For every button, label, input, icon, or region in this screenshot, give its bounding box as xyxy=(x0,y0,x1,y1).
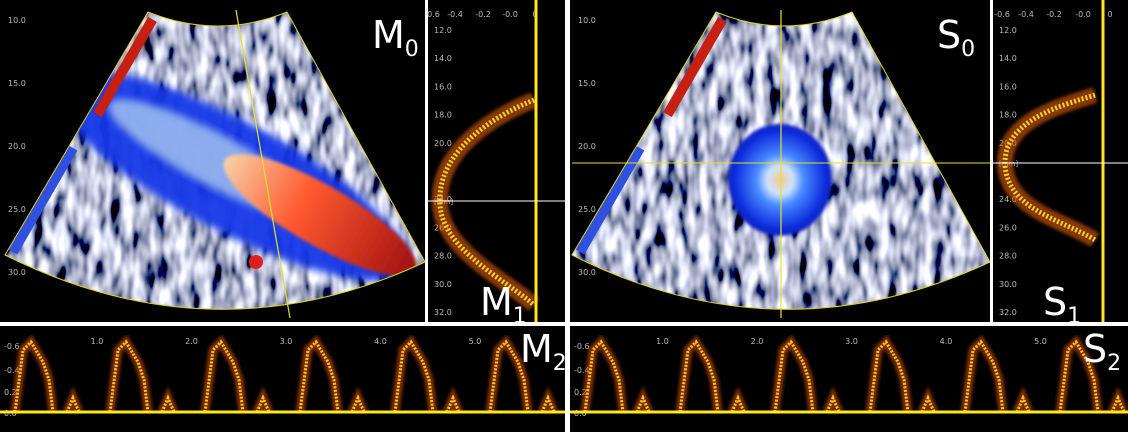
profile-y-tick-label: 12.0 xyxy=(999,26,1017,35)
color-bar-blue xyxy=(8,145,78,255)
panel-label-letter: M xyxy=(520,327,553,371)
panel-label: M0 xyxy=(372,13,419,62)
profile-y-tick-label: 18.0 xyxy=(434,111,452,120)
panel-label: M2 xyxy=(520,327,567,376)
velocity-profile-core xyxy=(1002,92,1097,243)
profile-y-tick-label: 20.0 xyxy=(434,139,452,148)
profile-x-tick-label: -0.0 xyxy=(502,10,518,19)
panel-label: S0 xyxy=(937,13,975,62)
panel-label-letter: M xyxy=(372,13,405,57)
time-tick-label: 1.0 xyxy=(91,337,104,346)
velocity-tick-label: -0.4 xyxy=(4,366,20,375)
time-tick-label: 4.0 xyxy=(374,337,387,346)
depth-tick-label: 30.0 xyxy=(8,268,26,277)
time-tick-label: 3.0 xyxy=(280,337,293,346)
profile-y-tick-label: 30.0 xyxy=(999,280,1017,289)
depth-tick-label: 20.0 xyxy=(578,142,596,151)
spectrum-core xyxy=(13,339,556,413)
profile-y-tick-label: 14.0 xyxy=(434,54,452,63)
profile-y-tick-label: 16.0 xyxy=(434,82,452,91)
profile-y-tick-label: 32.0 xyxy=(434,308,452,317)
panel-label-letter: S xyxy=(937,13,961,57)
panel-label-subscript: 2 xyxy=(1107,351,1121,376)
flow-blob xyxy=(728,124,832,236)
time-tick-label: 5.0 xyxy=(469,337,482,346)
profile-y-tick-label: 30.0 xyxy=(434,280,452,289)
panel-label-subscript: 0 xyxy=(961,37,975,62)
depth-tick-label: 20.0 xyxy=(8,142,26,151)
time-tick-label: 2.0 xyxy=(751,337,764,346)
velocity-tick-label: -0.6 xyxy=(4,342,20,351)
velocity-tick-label: -0.6 xyxy=(574,342,590,351)
profile-x-tick-label: -0.4 xyxy=(1018,10,1034,19)
time-tick-label: 2.0 xyxy=(185,337,198,346)
time-tick-label: 3.0 xyxy=(845,337,858,346)
velocity-profile xyxy=(431,92,540,312)
spectrum-panel xyxy=(0,326,565,432)
velocity-tick-label: -0.4 xyxy=(574,366,590,375)
depth-tick-label: 30.0 xyxy=(578,268,596,277)
profile-x-tick-label: -0.4 xyxy=(447,10,463,19)
profile-y-tick-label: 28.0 xyxy=(999,252,1017,261)
depth-tick-label: 10.0 xyxy=(8,16,26,25)
sector-outline xyxy=(571,11,991,310)
flow-red xyxy=(223,154,417,276)
velocity-tick-label: 0.2 xyxy=(4,388,17,397)
panel-label-subscript: 1 xyxy=(513,304,527,329)
profile-x-tick-label: 0 xyxy=(1107,10,1112,19)
panel-label-letter: S xyxy=(1043,280,1067,324)
depth-tick-label: 25.0 xyxy=(578,205,596,214)
profile-y-tick-label: 26.0 xyxy=(999,223,1017,232)
panel-label-letter: M xyxy=(480,280,513,324)
profile-x-tick-label: -0.6 xyxy=(424,10,440,19)
profile-x-tick-label: -0.2 xyxy=(475,10,491,19)
depth-tick-label: 10.0 xyxy=(578,16,596,25)
spectrum-core xyxy=(583,339,1126,413)
profile-x-tick-label: -0.6 xyxy=(994,10,1010,19)
time-tick-label: 4.0 xyxy=(940,337,953,346)
color-bar-red xyxy=(93,16,157,118)
color-bar-blue xyxy=(575,145,645,255)
panel-label: S2 xyxy=(1083,327,1121,376)
spectrum-panel xyxy=(570,326,1128,432)
panel-label-subscript: 1 xyxy=(1067,304,1081,329)
flow-dot xyxy=(249,255,263,269)
time-tick-label: 5.0 xyxy=(1034,337,1047,346)
profile-panel xyxy=(993,0,1128,322)
profile-y-tick-label: 28.0 xyxy=(434,252,452,261)
depth-tick-label: 25.0 xyxy=(8,205,26,214)
color-bar-red xyxy=(663,16,727,118)
profile-y-tick-label: 24.0 xyxy=(999,195,1017,204)
panel-label-subscript: 2 xyxy=(553,351,567,376)
time-tick-label: 1.0 xyxy=(656,337,669,346)
velocity-tick-label: 0.2 xyxy=(574,388,587,397)
panel-label: M1 xyxy=(480,280,527,329)
scan-line xyxy=(235,9,291,319)
sector-outline xyxy=(4,11,426,310)
depth-tick-label: 15.0 xyxy=(8,79,26,88)
profile-x-tick-label: -0.2 xyxy=(1046,10,1062,19)
profile-y-tick-label: 18.0 xyxy=(999,111,1017,120)
profile-x-tick-label: -0.0 xyxy=(1075,10,1091,19)
profile-y-tick-label: 14.0 xyxy=(999,54,1017,63)
profile-y-tick-label: 32.0 xyxy=(999,308,1017,317)
panel-label-letter: S xyxy=(1083,327,1107,371)
depth-tick-label: 15.0 xyxy=(578,79,596,88)
profile-y-tick-label: 12.0 xyxy=(434,26,452,35)
profile-y-tick-label: 16.0 xyxy=(999,82,1017,91)
panel-label: S1 xyxy=(1043,280,1081,329)
panel-label-subscript: 0 xyxy=(405,37,419,62)
